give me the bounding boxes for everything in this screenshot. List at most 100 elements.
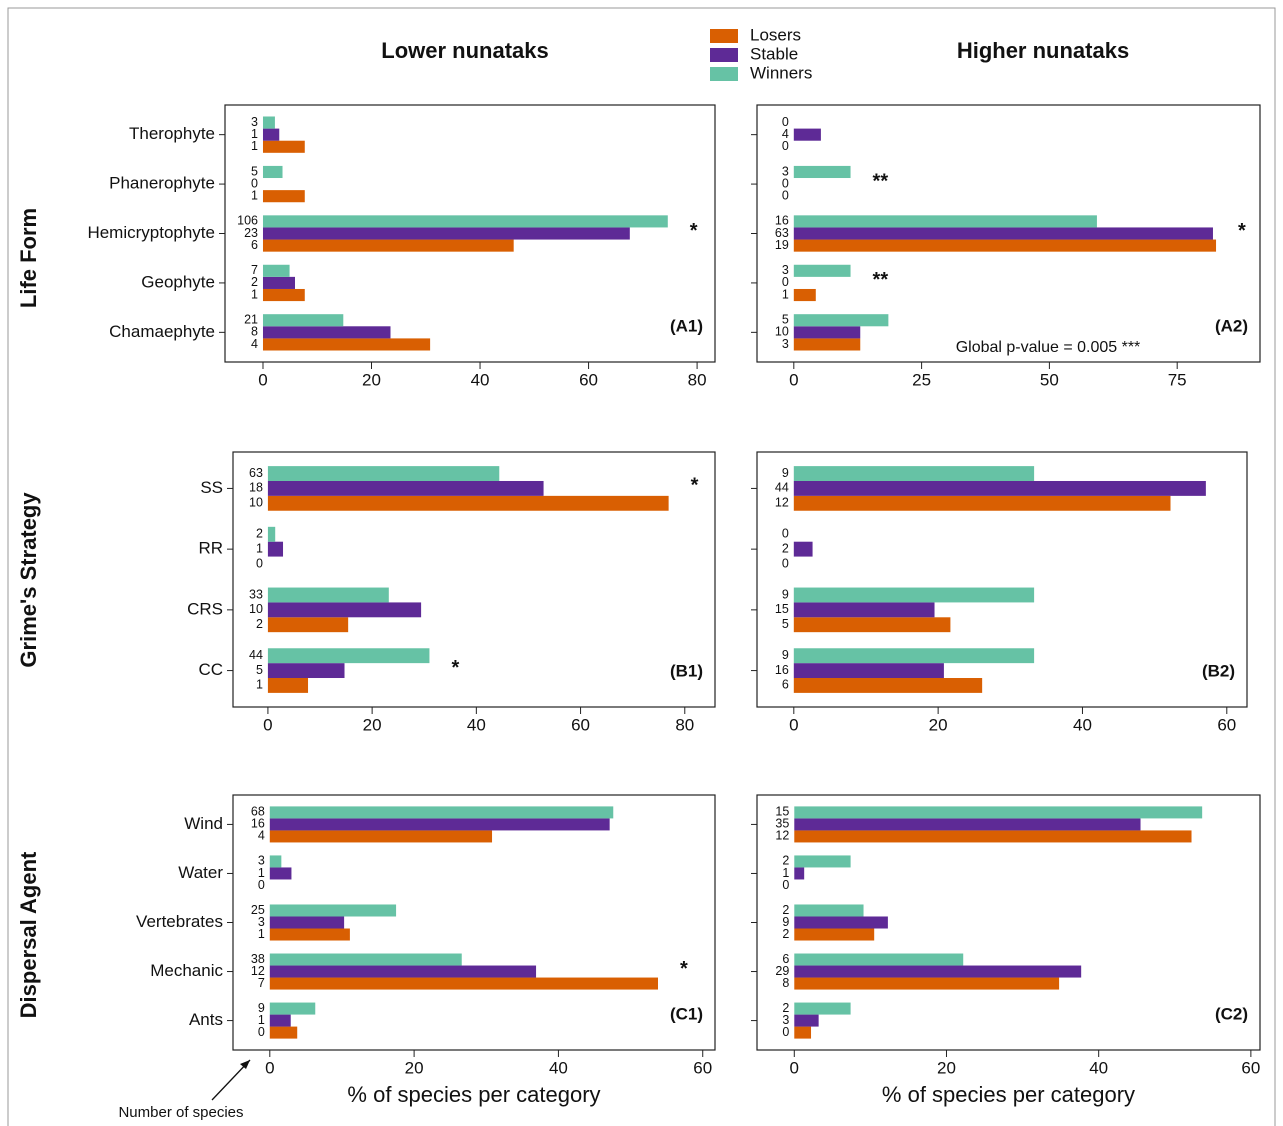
bar: [793, 128, 821, 141]
count-label: 7: [258, 976, 265, 990]
count-label: 2: [782, 541, 789, 555]
count-label: 1: [256, 541, 263, 555]
y-tick-label: Mechanic: [150, 961, 223, 980]
count-label: 10: [775, 325, 789, 339]
count-label: 1: [782, 866, 789, 880]
panel-label: (A2): [1215, 316, 1248, 335]
bar: [262, 215, 668, 228]
count-label: 1: [251, 139, 258, 153]
x-tick-label: 20: [363, 715, 382, 734]
count-label: 0: [782, 1025, 789, 1039]
bar: [269, 806, 614, 819]
count-label: 0: [782, 275, 789, 289]
bar: [269, 855, 282, 868]
count-label: 5: [782, 617, 789, 631]
count-label: 0: [782, 556, 789, 570]
bar: [269, 1002, 316, 1015]
bar: [262, 314, 344, 327]
count-label: 21: [244, 313, 258, 327]
count-label: 0: [251, 176, 258, 190]
bar: [793, 617, 951, 633]
bar: [267, 678, 309, 693]
x-tick-label: 0: [263, 715, 272, 734]
count-label: 15: [775, 602, 789, 616]
bar: [794, 916, 888, 929]
count-label: 68: [251, 805, 265, 819]
y-tick-label: RR: [198, 539, 223, 558]
count-label: 1: [251, 127, 258, 141]
count-label: 6: [251, 238, 258, 252]
count-label: 9: [782, 648, 789, 662]
bar: [262, 239, 514, 252]
bar: [267, 541, 284, 557]
bar: [267, 648, 430, 664]
y-tick-label: CC: [198, 660, 223, 679]
count-label: 3: [782, 164, 789, 178]
count-label: 0: [782, 176, 789, 190]
count-label: 16: [251, 817, 265, 831]
x-tick-label: 0: [789, 370, 798, 389]
x-tick-label: 0: [789, 715, 798, 734]
legend-swatch: [710, 29, 738, 43]
legend-swatch: [710, 48, 738, 62]
bar: [262, 338, 431, 351]
x-tick-label: 60: [693, 1058, 712, 1077]
count-label: 2: [256, 617, 263, 631]
count-label: 0: [256, 556, 263, 570]
row-title: Grime's Strategy: [16, 492, 41, 668]
count-label: 16: [775, 663, 789, 677]
count-label: 4: [258, 829, 265, 843]
legend-label: Losers: [750, 25, 801, 44]
count-label: 16: [775, 214, 789, 228]
count-label: 3: [782, 1013, 789, 1027]
bar: [794, 806, 1203, 819]
count-label: 25: [251, 903, 265, 917]
count-label: 23: [244, 226, 258, 240]
x-tick-label: 40: [471, 370, 490, 389]
count-label: 0: [782, 188, 789, 202]
bar: [793, 165, 851, 179]
bar: [794, 953, 964, 966]
x-tick-label: 40: [549, 1058, 568, 1077]
bar: [793, 495, 1171, 511]
bar: [267, 617, 349, 633]
bar: [262, 128, 280, 141]
bar: [267, 466, 500, 481]
count-label: 2: [782, 903, 789, 917]
count-label: 0: [782, 878, 789, 892]
x-tick-label: 0: [265, 1058, 274, 1077]
x-axis-label: % of species per category: [347, 1082, 600, 1107]
x-tick-label: 40: [1089, 1058, 1108, 1077]
count-label: 44: [775, 481, 789, 495]
significance: *: [1238, 220, 1246, 242]
count-label: 2: [782, 854, 789, 868]
bar: [262, 140, 305, 153]
bar: [794, 867, 805, 880]
x-tick-label: 60: [571, 715, 590, 734]
bar: [794, 977, 1060, 990]
bar: [262, 190, 305, 203]
p-value-note: Global p-value = 0.005 ***: [956, 339, 1141, 356]
significance: **: [873, 269, 889, 291]
count-label: 44: [249, 648, 263, 662]
bar: [267, 663, 345, 679]
x-tick-label: 20: [362, 370, 381, 389]
x-axis-label: % of species per category: [882, 1082, 1135, 1107]
count-label: 1: [258, 1013, 265, 1027]
bar: [793, 314, 889, 327]
bar: [269, 1026, 298, 1039]
bar: [267, 495, 669, 511]
count-label: 5: [782, 313, 789, 327]
x-tick-label: 20: [929, 715, 948, 734]
column-title: Higher nunataks: [957, 38, 1129, 63]
count-label: 5: [251, 164, 258, 178]
bar: [793, 239, 1217, 252]
bar: [793, 602, 935, 618]
count-label: 1: [256, 678, 263, 692]
count-label: 33: [249, 587, 263, 601]
count-label: 8: [782, 976, 789, 990]
count-label: 10: [249, 496, 263, 510]
count-label: 8: [251, 325, 258, 339]
count-label: 2: [251, 275, 258, 289]
